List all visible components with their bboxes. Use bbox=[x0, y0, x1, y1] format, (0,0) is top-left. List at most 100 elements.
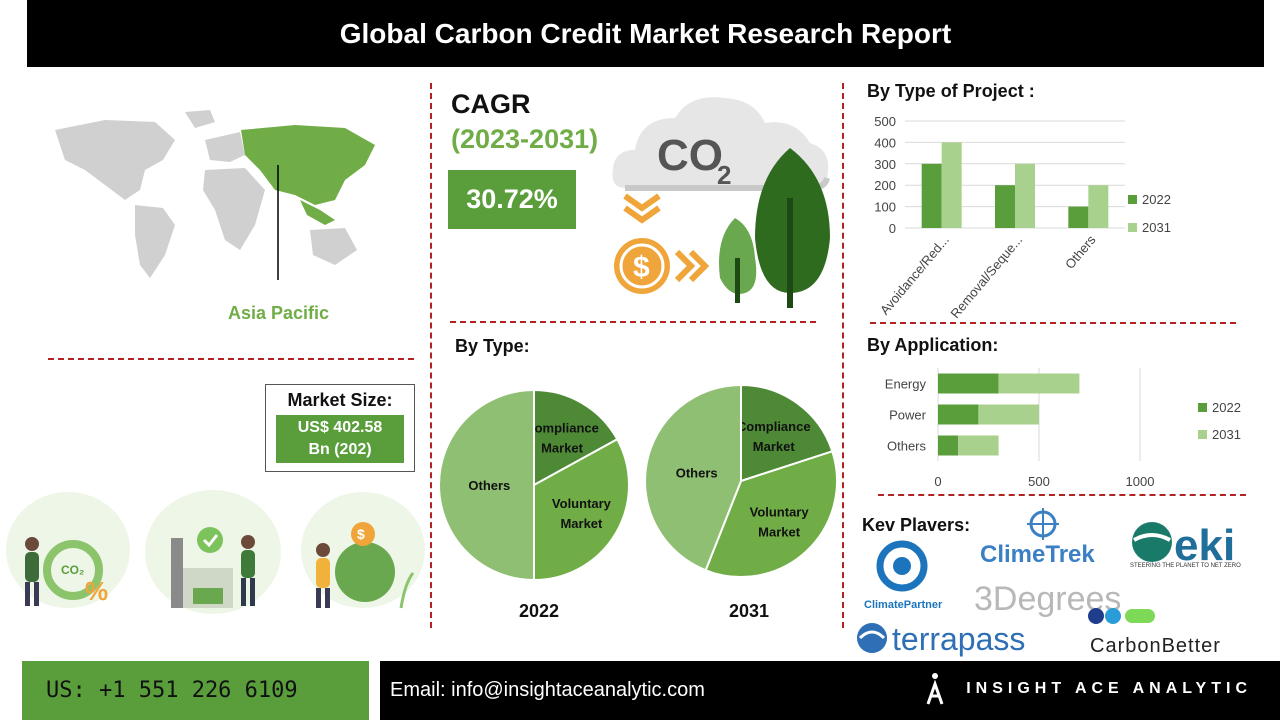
brand-logo-icon bbox=[926, 673, 944, 705]
eki-logo: eki STEERING THE PLANET TO NET ZERO bbox=[1130, 521, 1241, 570]
asia-pacific-shape bbox=[241, 125, 375, 205]
europe-shape bbox=[205, 132, 245, 162]
application-bar-2022 bbox=[938, 404, 979, 425]
dollar-symbol: $ bbox=[633, 251, 650, 284]
svg-text:$: $ bbox=[357, 526, 365, 542]
project-bar-chart: 0 100 200 300 400 500 Avoidance/Red...Removal/… bbox=[874, 114, 1171, 321]
y-tick-label: 300 bbox=[874, 157, 896, 172]
application-bar-2031 bbox=[998, 373, 1080, 394]
y-tick-label: 100 bbox=[874, 200, 896, 215]
project-bar-2031 bbox=[1088, 185, 1109, 228]
pie-slice-label: Others bbox=[468, 478, 510, 493]
southeast-asia-shape bbox=[300, 200, 335, 225]
y-category-label: Others bbox=[887, 439, 927, 454]
report-title: Global Carbon Credit Market Research Rep… bbox=[27, 0, 1264, 67]
pie-slice-label: Compliance bbox=[737, 419, 811, 434]
pie-slice-label: Voluntary bbox=[552, 496, 612, 511]
market-size-card: Market Size: US$ 402.58 Bn (202) bbox=[265, 384, 415, 472]
cagr-value: 30.72% bbox=[448, 170, 576, 229]
x-tick-label: 0 bbox=[934, 474, 941, 489]
x-tick-label: 500 bbox=[1028, 474, 1050, 489]
climatepartner-logo: ClimatePartner bbox=[864, 540, 943, 611]
application-bar-2031 bbox=[978, 404, 1039, 425]
y-tick-label: 500 bbox=[874, 114, 896, 129]
y-category-label: Power bbox=[889, 408, 927, 423]
y-tick-label: 0 bbox=[889, 221, 896, 236]
application-bar-2022 bbox=[938, 373, 999, 394]
climetrek-name: ClimeTrek bbox=[980, 541, 1095, 568]
key-players-title: Kev Plavers: bbox=[862, 515, 971, 535]
project-chart-title: By Type of Project : bbox=[867, 81, 1035, 101]
svg-text:%: % bbox=[85, 576, 108, 606]
pie-slice-2022 bbox=[533, 388, 619, 487]
legend-swatch-2031 bbox=[1128, 223, 1137, 232]
application-bar-2022 bbox=[938, 435, 959, 456]
pie-slice-2031 bbox=[740, 383, 834, 483]
divider-map bbox=[48, 358, 414, 360]
y-tick-label: 200 bbox=[874, 178, 896, 193]
carbonbetter-logo: CarbonBetter bbox=[1088, 608, 1220, 657]
divider-left bbox=[430, 83, 432, 628]
project-bar-2022 bbox=[1068, 206, 1089, 228]
greenland-shape bbox=[185, 110, 215, 128]
legend-label-2022: 2022 bbox=[1212, 400, 1241, 415]
region-label: Asia Pacific bbox=[228, 303, 330, 323]
market-size-line1: US$ 402.58 bbox=[297, 419, 383, 436]
eki-tagline: STEERING THE PLANET TO NET ZERO bbox=[1130, 563, 1241, 569]
pie-slice-label: Market bbox=[560, 516, 603, 531]
south-america-shape bbox=[135, 205, 175, 278]
divider-right bbox=[842, 83, 844, 628]
contact-phone[interactable]: US: +1 551 226 6109 bbox=[22, 661, 369, 720]
market-size-line2: Bn (202) bbox=[308, 441, 372, 458]
co2-text: CO bbox=[657, 131, 723, 180]
x-category-label: Avoidance/Red... bbox=[877, 232, 952, 317]
legend-label-2031: 2031 bbox=[1142, 220, 1171, 235]
pie-slice-label: Voluntary bbox=[750, 505, 810, 520]
project-bar-2031 bbox=[941, 142, 962, 228]
world-map bbox=[55, 110, 375, 280]
pie-year-2031: 2031 bbox=[728, 601, 770, 621]
legend-label-2031: 2031 bbox=[1212, 427, 1241, 442]
pie-slice-label: Market bbox=[753, 439, 796, 454]
pie-slice-2031 bbox=[704, 450, 838, 578]
divider-project bbox=[870, 322, 1236, 324]
climetrek-logo: ClimeTrek bbox=[980, 508, 1095, 568]
cagr-title: CAGR bbox=[451, 89, 531, 119]
application-chart-title: By Application: bbox=[867, 335, 999, 355]
application-bar-2031 bbox=[958, 435, 999, 456]
contact-email[interactable]: Email: info@insightaceanalytic.com bbox=[380, 661, 1280, 720]
chevron-right-icon bbox=[674, 249, 710, 283]
co2-illustration: CO 2 $ bbox=[612, 97, 830, 308]
project-bar-2031 bbox=[1015, 163, 1035, 228]
pie-slice-label: Compliance bbox=[525, 421, 599, 436]
terrapass-name: terrapass bbox=[892, 621, 1025, 657]
australia-shape bbox=[310, 228, 357, 265]
market-size-value: US$ 402.58 Bn (202) bbox=[276, 415, 404, 463]
north-america-shape bbox=[55, 120, 175, 200]
cagr-period: (2023-2031) bbox=[451, 124, 599, 154]
pie-slice-2022 bbox=[438, 388, 535, 582]
market-size-title: Market Size: bbox=[287, 390, 393, 410]
divider-application bbox=[878, 494, 1246, 496]
divider-cagr bbox=[450, 321, 816, 323]
by-type-title: By Type: bbox=[455, 336, 530, 356]
factory-illustration bbox=[145, 490, 281, 614]
co2-percent-illustration: CO₂ % bbox=[6, 492, 130, 608]
sustainability-illustrations: CO₂ % $ bbox=[6, 490, 425, 614]
project-bar-2022 bbox=[995, 185, 1015, 228]
x-tick-label: 1000 bbox=[1126, 474, 1155, 489]
legend-swatch-2031 bbox=[1198, 430, 1207, 439]
y-category-label: Energy bbox=[885, 377, 927, 392]
legend-swatch-2022 bbox=[1198, 403, 1207, 412]
x-category-label: Others bbox=[1062, 232, 1099, 272]
pie-slice-label: Market bbox=[758, 525, 801, 540]
application-bar-chart: 0 500 1000 Energy Power Others 2022 2031 bbox=[885, 368, 1241, 489]
pie-slice-2022 bbox=[533, 437, 630, 582]
x-category-label: Removal/Seque... bbox=[947, 232, 1025, 321]
terrapass-logo: terrapass bbox=[857, 621, 1025, 657]
pie-slice-2031 bbox=[644, 383, 742, 572]
legend-label-2022: 2022 bbox=[1142, 192, 1171, 207]
dollar-coin-icon: $ bbox=[614, 238, 670, 294]
money-globe-illustration: $ bbox=[301, 492, 425, 609]
legend-swatch-2022 bbox=[1128, 195, 1137, 204]
